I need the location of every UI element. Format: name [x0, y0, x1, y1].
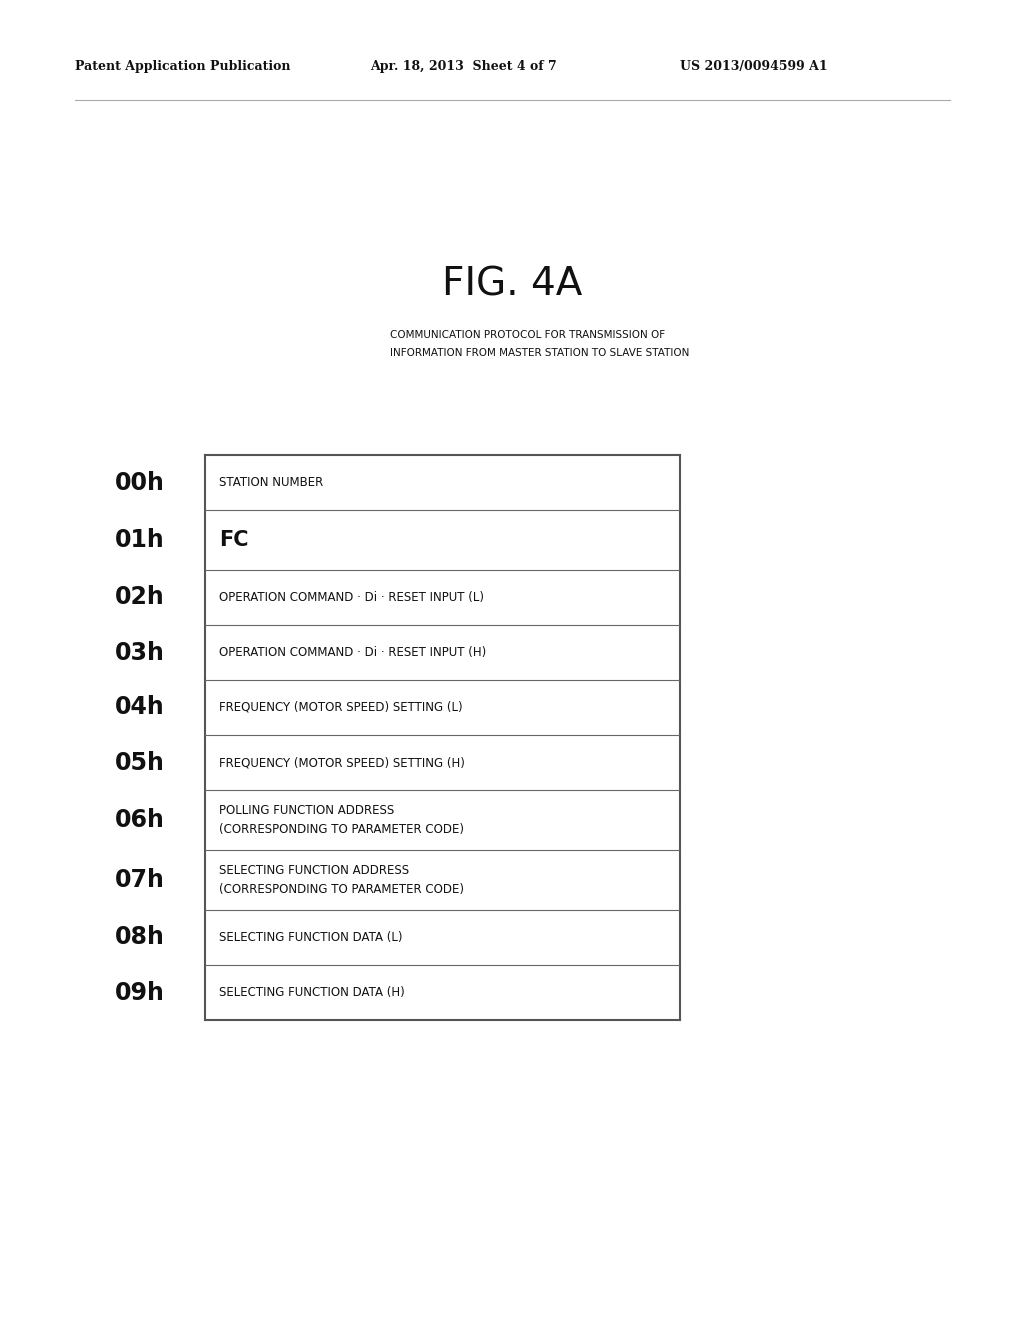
Text: 06h: 06h: [115, 808, 165, 832]
Text: INFORMATION FROM MASTER STATION TO SLAVE STATION: INFORMATION FROM MASTER STATION TO SLAVE…: [390, 348, 689, 358]
Text: 07h: 07h: [115, 869, 165, 892]
Text: OPERATION COMMAND · Di · RESET INPUT (L): OPERATION COMMAND · Di · RESET INPUT (L): [219, 591, 484, 605]
Text: SELECTING FUNCTION ADDRESS
(CORRESPONDING TO PARAMETER CODE): SELECTING FUNCTION ADDRESS (CORRESPONDIN…: [219, 865, 464, 895]
Text: 01h: 01h: [116, 528, 165, 552]
Text: Apr. 18, 2013  Sheet 4 of 7: Apr. 18, 2013 Sheet 4 of 7: [370, 59, 557, 73]
Text: STATION NUMBER: STATION NUMBER: [219, 477, 324, 488]
Text: FIG. 4A: FIG. 4A: [441, 265, 583, 304]
Text: US 2013/0094599 A1: US 2013/0094599 A1: [680, 59, 827, 73]
Text: 00h: 00h: [115, 470, 165, 495]
Text: 09h: 09h: [115, 981, 165, 1005]
Text: 05h: 05h: [115, 751, 165, 775]
Text: FC: FC: [219, 531, 249, 550]
Text: 02h: 02h: [116, 586, 165, 610]
Text: FREQUENCY (MOTOR SPEED) SETTING (L): FREQUENCY (MOTOR SPEED) SETTING (L): [219, 701, 463, 714]
Text: SELECTING FUNCTION DATA (H): SELECTING FUNCTION DATA (H): [219, 986, 404, 999]
Text: FREQUENCY (MOTOR SPEED) SETTING (H): FREQUENCY (MOTOR SPEED) SETTING (H): [219, 756, 465, 770]
Text: SELECTING FUNCTION DATA (L): SELECTING FUNCTION DATA (L): [219, 931, 402, 944]
Text: COMMUNICATION PROTOCOL FOR TRANSMISSION OF: COMMUNICATION PROTOCOL FOR TRANSMISSION …: [390, 330, 666, 341]
Text: OPERATION COMMAND · Di · RESET INPUT (H): OPERATION COMMAND · Di · RESET INPUT (H): [219, 645, 486, 659]
Text: 03h: 03h: [115, 640, 165, 664]
Text: 08h: 08h: [115, 925, 165, 949]
Text: POLLING FUNCTION ADDRESS
(CORRESPONDING TO PARAMETER CODE): POLLING FUNCTION ADDRESS (CORRESPONDING …: [219, 804, 464, 836]
Text: Patent Application Publication: Patent Application Publication: [75, 59, 291, 73]
Text: 04h: 04h: [116, 696, 165, 719]
